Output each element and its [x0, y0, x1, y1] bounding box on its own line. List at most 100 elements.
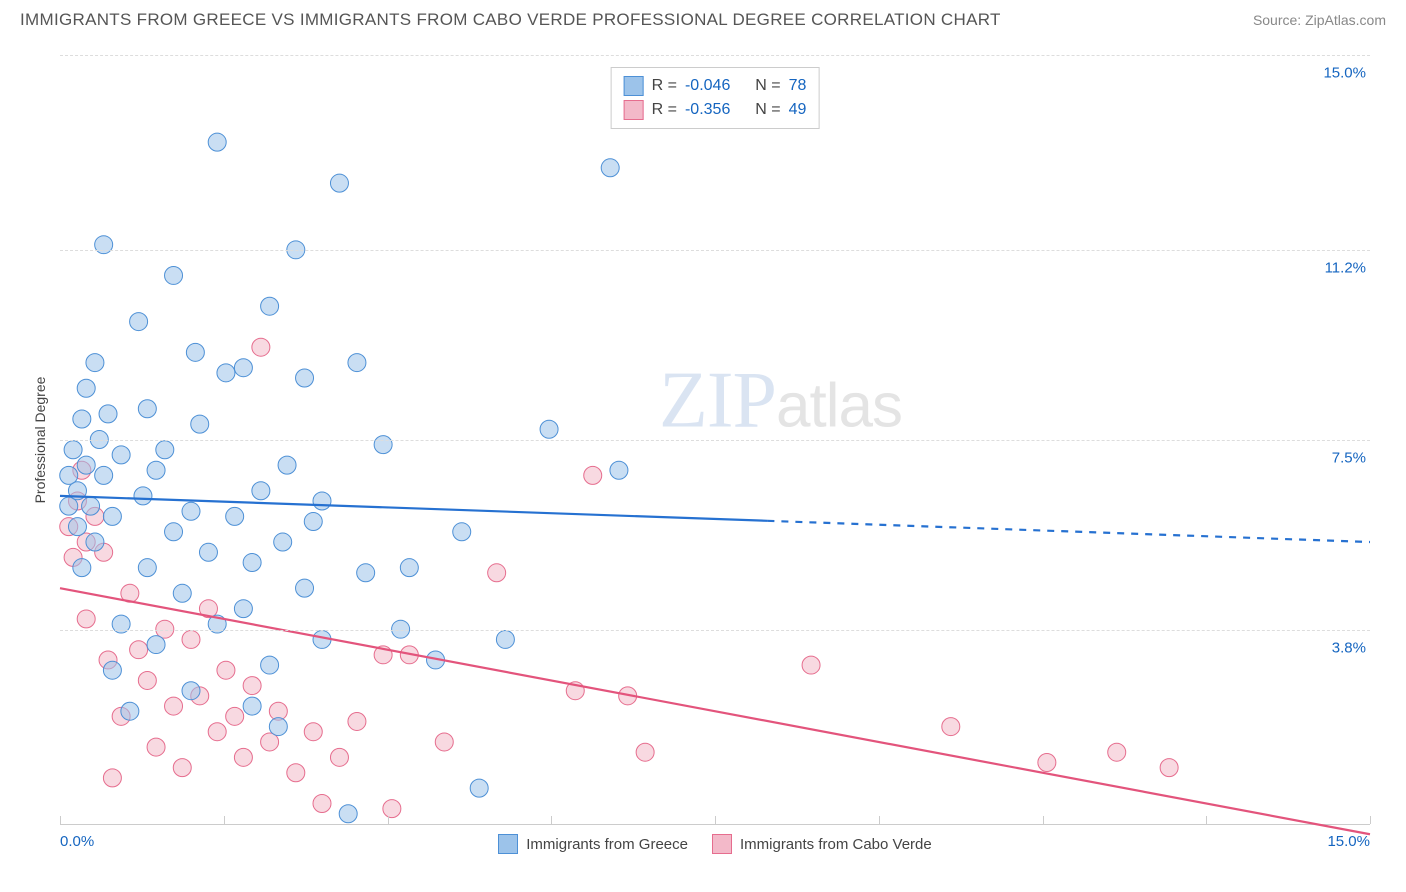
scatter-point	[330, 174, 348, 192]
stat-n-value: 49	[789, 101, 807, 119]
scatter-point	[269, 718, 287, 736]
series-legend: Immigrants from Greece Immigrants from C…	[60, 834, 1370, 854]
scatter-point	[1160, 759, 1178, 777]
scatter-point	[540, 420, 558, 438]
xtick	[224, 816, 225, 824]
scatter-point	[636, 743, 654, 761]
scatter-point	[165, 523, 183, 541]
scatter-point	[226, 507, 244, 525]
stat-label-n: N =	[755, 101, 780, 119]
scatter-point	[99, 405, 117, 423]
scatter-point	[348, 712, 366, 730]
scatter-point	[73, 410, 91, 428]
scatter-point	[103, 769, 121, 787]
scatter-point	[147, 636, 165, 654]
stat-r-value: -0.356	[685, 101, 730, 119]
xtick	[1043, 816, 1044, 824]
ytick-label: 15.0%	[1323, 65, 1372, 82]
scatter-point	[243, 697, 261, 715]
stat-n-value: 78	[789, 77, 807, 95]
scatter-point	[802, 656, 820, 674]
grid-line	[60, 630, 1370, 631]
scatter-point	[400, 559, 418, 577]
scatter-point	[73, 559, 91, 577]
scatter-point	[252, 338, 270, 356]
scatter-point	[313, 795, 331, 813]
scatter-point	[77, 456, 95, 474]
legend-stats-row: R = -0.356 N = 49	[624, 98, 807, 122]
scatter-point	[942, 718, 960, 736]
scatter-point	[252, 482, 270, 500]
source-label: Source:	[1253, 12, 1305, 28]
correlation-legend: R = -0.046 N = 78 R = -0.356 N = 49	[611, 67, 820, 129]
stat-label-n: N =	[755, 77, 780, 95]
scatter-point	[217, 364, 235, 382]
scatter-point	[234, 359, 252, 377]
scatter-point	[261, 656, 279, 674]
grid-line	[60, 440, 1370, 441]
regression-line	[60, 496, 767, 521]
scatter-point	[86, 354, 104, 372]
source-attribution: Source: ZipAtlas.com	[1253, 12, 1386, 28]
chart-title: IMMIGRANTS FROM GREECE VS IMMIGRANTS FRO…	[20, 10, 1001, 30]
scatter-point	[191, 415, 209, 433]
scatter-point	[261, 297, 279, 315]
legend-item: Immigrants from Cabo Verde	[712, 834, 932, 854]
legend-label: Immigrants from Cabo Verde	[740, 836, 932, 853]
scatter-point	[339, 805, 357, 823]
scatter-point	[199, 543, 217, 561]
scatter-point	[610, 461, 628, 479]
scatter-point	[234, 600, 252, 618]
grid-line	[60, 250, 1370, 251]
scatter-point	[68, 518, 86, 536]
scatter-point	[348, 354, 366, 372]
series-swatch	[712, 834, 732, 854]
scatter-point	[208, 723, 226, 741]
scatter-point	[130, 641, 148, 659]
scatter-point	[304, 723, 322, 741]
scatter-point	[496, 630, 514, 648]
xtick	[715, 816, 716, 824]
xtick	[60, 816, 61, 824]
scatter-point	[296, 369, 314, 387]
legend-stats-row: R = -0.046 N = 78	[624, 74, 807, 98]
xtick	[1206, 816, 1207, 824]
legend-label: Immigrants from Greece	[526, 836, 688, 853]
scatter-point	[147, 461, 165, 479]
scatter-point	[453, 523, 471, 541]
scatter-point	[134, 487, 152, 505]
scatter-point	[138, 671, 156, 689]
scatter-point	[226, 707, 244, 725]
scatter-point	[77, 610, 95, 628]
scatter-point	[330, 748, 348, 766]
scatter-point	[435, 733, 453, 751]
y-axis-label: Professional Degree	[32, 376, 48, 503]
scatter-point	[1038, 753, 1056, 771]
scatter-point	[82, 497, 100, 515]
scatter-point	[165, 697, 183, 715]
scatter-point	[147, 738, 165, 756]
scatter-point	[278, 456, 296, 474]
source-link[interactable]: ZipAtlas.com	[1305, 12, 1386, 28]
scatter-point	[86, 533, 104, 551]
xtick-label: 0.0%	[60, 833, 94, 850]
scatter-point	[243, 554, 261, 572]
scatter-point	[243, 677, 261, 695]
scatter-point	[103, 507, 121, 525]
ytick-label: 3.8%	[1332, 639, 1372, 656]
xtick	[1370, 816, 1371, 824]
scatter-point	[304, 513, 322, 531]
scatter-point	[138, 400, 156, 418]
scatter-point	[173, 584, 191, 602]
scatter-point	[186, 343, 204, 361]
chart-container: Professional Degree ZIPatlas R = -0.046 …	[20, 45, 1386, 845]
scatter-point	[374, 436, 392, 454]
scatter-point	[182, 502, 200, 520]
scatter-point	[112, 446, 130, 464]
stat-r-value: -0.046	[685, 77, 730, 95]
scatter-point	[208, 133, 226, 151]
regression-line-extrapolated	[767, 521, 1370, 542]
xtick-label: 15.0%	[1327, 833, 1370, 850]
scatter-point	[296, 579, 314, 597]
scatter-point	[357, 564, 375, 582]
